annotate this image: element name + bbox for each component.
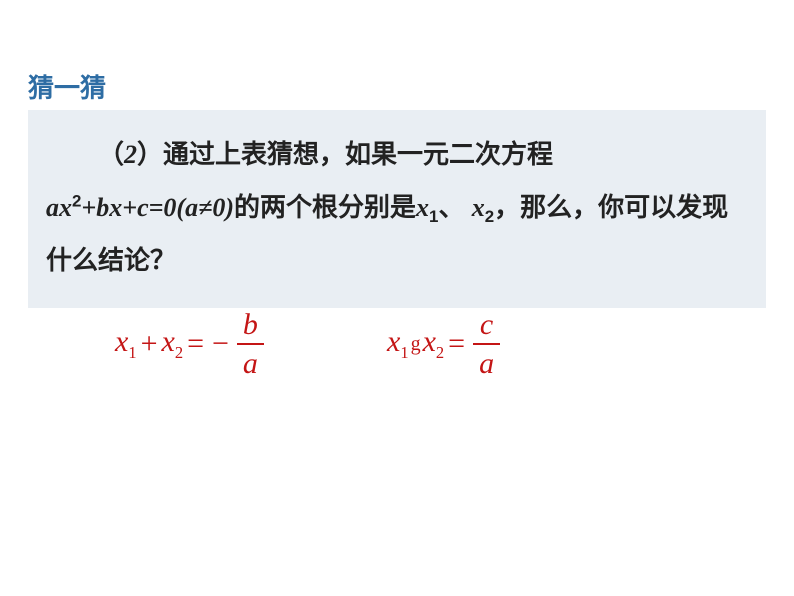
eq1-neg: − (208, 327, 233, 361)
eq1-x1: x1 (115, 325, 137, 363)
eq-zero: =0( (149, 193, 185, 222)
eq1-equals: = (183, 327, 208, 361)
plus2: + (122, 193, 137, 222)
coef-c: c (137, 193, 149, 222)
var-x2: x (109, 193, 122, 222)
coef-a: a (46, 193, 59, 222)
eq2-x1: x1 (387, 325, 409, 363)
var-x: x (59, 193, 72, 222)
sep: 、 (438, 192, 471, 222)
eq2-x2: x2 (423, 325, 445, 363)
eq2-fraction: c a (473, 308, 500, 380)
root-x1: x (416, 193, 429, 222)
eq2-equals: = (444, 327, 469, 361)
text-after-num: ）通过上表猜想，如果一元二次方程 (137, 139, 553, 169)
text-mid: 的两个根分别是 (234, 192, 416, 222)
eq1-fraction-bar (237, 343, 264, 345)
item-number: 2 (124, 140, 137, 169)
exp-2: 2 (72, 191, 81, 210)
neq-zero: ≠0) (198, 193, 234, 222)
eq2-fraction-bar (473, 343, 500, 345)
question-text: （2）通过上表猜想，如果一元二次方程 (46, 128, 748, 181)
eq2-denominator: a (473, 347, 500, 380)
coef-b: b (96, 193, 109, 222)
paren-open: （ (98, 139, 124, 169)
question-line2: ax2+bx+c=0(a≠0)的两个根分别是x1、 x2，那么，你可以发现什么结… (46, 181, 748, 286)
equation-sum: x1 + x2 = − b a (115, 308, 264, 380)
root-sub2: 2 (485, 207, 494, 226)
eq1-fraction: b a (237, 308, 264, 380)
eq2-dot: g (409, 333, 423, 356)
root-x2: x (472, 193, 485, 222)
plus1: + (81, 193, 96, 222)
equations-area: x1 + x2 = − b a x1 g x2 = c a (0, 300, 794, 420)
eq1-x2: x2 (162, 325, 184, 363)
eq1-denominator: a (237, 347, 264, 380)
eq1-plus: + (137, 327, 162, 361)
equation-product: x1 g x2 = c a (387, 308, 500, 380)
section-heading: 猜一猜 (28, 68, 106, 105)
eq2-numerator: c (474, 308, 499, 341)
eq1-numerator: b (237, 308, 264, 341)
coef-a2: a (185, 193, 198, 222)
question-box: （2）通过上表猜想，如果一元二次方程 ax2+bx+c=0(a≠0)的两个根分别… (28, 110, 766, 308)
